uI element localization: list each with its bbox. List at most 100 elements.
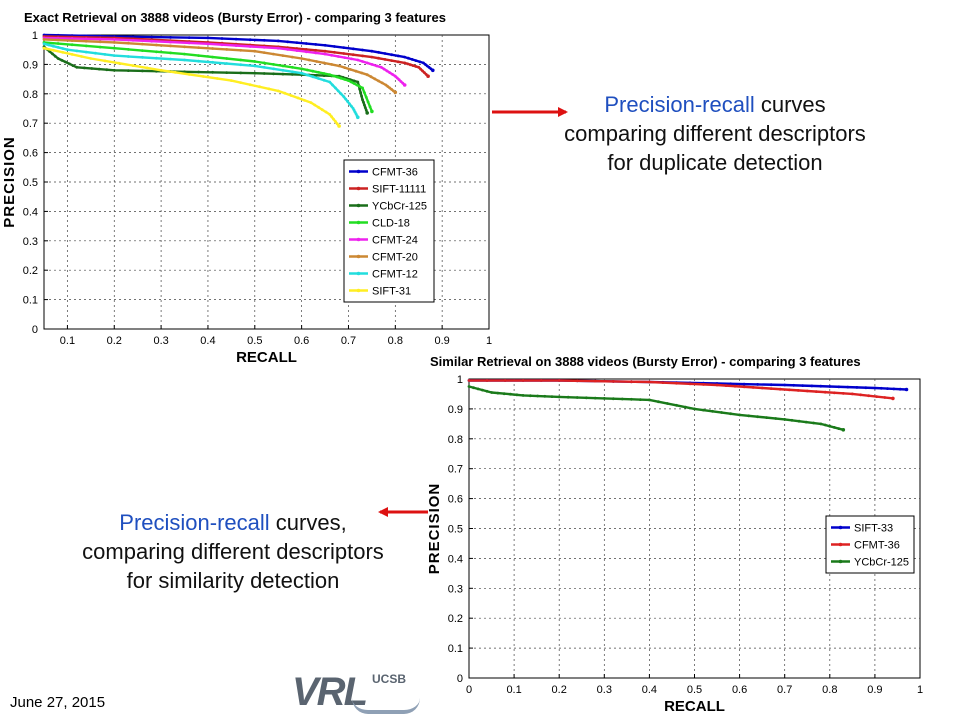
data-point — [702, 383, 705, 386]
data-point — [431, 68, 435, 73]
data-point — [584, 396, 588, 400]
y-tick-label: 0.9 — [23, 59, 38, 71]
data-point — [883, 396, 887, 399]
data-point — [355, 83, 359, 87]
data-point — [362, 100, 365, 104]
data-point — [187, 41, 191, 45]
data-point — [411, 64, 415, 67]
caption-similarity-line3: for similarity detection — [126, 568, 340, 593]
x-tick-label: 0.5 — [687, 684, 702, 696]
y-tick-label: 1 — [32, 30, 38, 42]
data-point — [211, 70, 215, 74]
x-tick-label: 0.9 — [435, 335, 450, 347]
y-tick-label: 0.1 — [23, 295, 38, 307]
data-point — [360, 71, 363, 75]
data-point — [521, 379, 525, 382]
data-point — [70, 53, 74, 56]
data-point — [335, 75, 339, 79]
data-point — [60, 58, 64, 62]
data-point — [342, 52, 346, 55]
data-point — [70, 37, 74, 40]
y-tick-label: 0.8 — [448, 434, 463, 446]
y-tick-label: 0 — [32, 324, 38, 336]
data-point — [408, 63, 412, 67]
y-tick-label: 0.1 — [448, 643, 463, 655]
data-point — [720, 411, 723, 414]
data-point — [347, 79, 350, 82]
data-point — [611, 380, 615, 383]
data-point — [702, 408, 705, 412]
legend-marker — [838, 542, 843, 547]
data-point — [126, 48, 130, 51]
data-point — [262, 72, 266, 75]
data-point — [272, 72, 275, 76]
data-point — [688, 382, 692, 386]
data-point — [141, 55, 144, 59]
data-point — [756, 383, 759, 386]
data-point — [64, 60, 67, 64]
data-point — [155, 50, 158, 54]
data-point — [276, 46, 280, 50]
y-tick-label: 1 — [457, 374, 463, 386]
data-point — [272, 63, 275, 66]
data-point — [220, 43, 224, 47]
data-point — [630, 397, 633, 401]
data-point — [620, 397, 624, 401]
y-tick-label: 0.8 — [23, 89, 38, 101]
x-tick-label: 0.4 — [642, 684, 657, 696]
data-point — [593, 396, 597, 400]
data-point — [391, 73, 394, 76]
data-point — [47, 43, 51, 47]
y-axis-label: PRECISION — [1, 136, 18, 228]
data-point — [333, 50, 336, 54]
data-point — [733, 384, 737, 388]
legend-item: YCbCr-125 — [349, 201, 427, 213]
data-point — [575, 396, 579, 399]
legend-label: YCbCr-125 — [372, 201, 427, 213]
y-tick-label: 0.9 — [448, 404, 463, 416]
data-point — [675, 381, 678, 385]
data-point — [804, 420, 808, 424]
data-point — [317, 105, 320, 109]
data-point — [361, 48, 364, 52]
data-point — [103, 53, 107, 56]
data-point — [98, 40, 102, 44]
legend-label: YCbCr-125 — [854, 557, 909, 569]
data-point — [390, 53, 393, 57]
data-point — [346, 100, 349, 103]
data-point — [56, 57, 60, 60]
data-point — [335, 122, 339, 126]
data-point — [90, 67, 94, 70]
data-point — [71, 64, 75, 67]
legend-marker — [356, 220, 361, 225]
data-point — [197, 54, 201, 57]
x-tick-label: 1 — [486, 335, 492, 347]
data-point — [296, 96, 300, 100]
data-point — [304, 48, 308, 51]
data-point — [330, 115, 333, 119]
y-tick-label: 0.5 — [448, 524, 463, 536]
data-point — [729, 412, 732, 416]
x-tick-label: 0.3 — [153, 335, 168, 347]
data-point — [693, 407, 696, 411]
data-point — [211, 55, 215, 59]
series-cfmt-36 — [467, 379, 895, 401]
legend-marker — [356, 237, 361, 242]
x-axis-label: RECALL — [664, 698, 725, 715]
data-point — [361, 86, 364, 90]
data-point — [150, 35, 154, 39]
data-point — [82, 66, 86, 70]
caption-duplicate-line3: for duplicate detection — [607, 150, 823, 175]
data-point — [51, 52, 54, 56]
data-point — [377, 79, 380, 83]
data-point — [393, 74, 397, 78]
data-point — [841, 392, 845, 395]
logo-swoosh — [352, 698, 420, 714]
data-point — [810, 384, 814, 388]
data-point — [370, 109, 374, 114]
data-point — [648, 380, 651, 384]
data-point — [383, 52, 387, 55]
data-point — [742, 385, 746, 389]
data-point — [390, 59, 393, 62]
data-point — [343, 56, 347, 59]
